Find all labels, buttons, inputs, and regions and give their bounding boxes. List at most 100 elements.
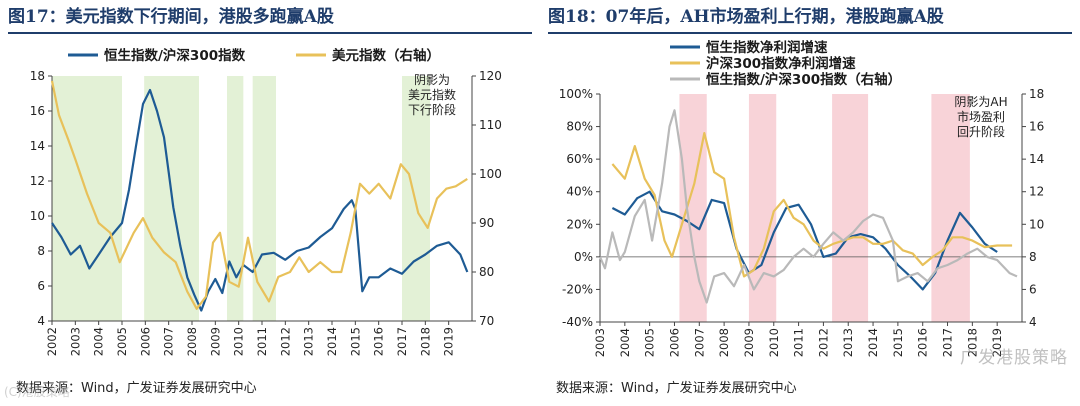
y-tick-label-right: 12: [1029, 185, 1044, 199]
x-tick-label: 2011: [255, 327, 269, 356]
series-line: [51, 88, 469, 312]
y-tick-label-left: 0%: [574, 250, 593, 264]
y-tick-label-left: 80%: [566, 120, 593, 134]
annotation-line: 美元指数: [408, 87, 456, 102]
shaded-period: [748, 94, 777, 322]
x-tick-label: 2019: [990, 328, 1004, 357]
x-tick-label: 2003: [593, 328, 607, 357]
legend-label: 恒生指数/沪深300指数: [104, 47, 246, 64]
annotation-line: 市场盈利: [957, 109, 1005, 124]
y-tick-label-left: 10: [30, 209, 45, 223]
chart-title: 图18：07年后，AH市场盈利上行期，港股跑赢A股: [548, 4, 1072, 34]
x-tick-label: 2008: [717, 328, 731, 357]
x-tick-label: 2004: [618, 328, 632, 357]
legend-label: 恒生指数/沪深300指数（右轴）: [706, 71, 901, 88]
chart-panel-left: 图17：美元指数下行期间，港股多跑赢A股 4 6 8 10 12 14 16 18 70 80 90…: [4, 4, 532, 399]
y-tick-label-left: 18: [30, 69, 45, 83]
x-tick-label: 2004: [92, 327, 106, 356]
y-tick-label-left: 6: [37, 279, 45, 293]
annotation: 阴影为美元指数下行阶段: [408, 73, 456, 117]
series-line: [598, 109, 1018, 304]
annotation: 阴影为AH 市场盈利回升阶段: [954, 95, 1007, 139]
x-tick-label: 2007: [692, 328, 706, 357]
y-tick-label-right: 110: [479, 118, 502, 132]
y-tick-label-left: -20%: [562, 282, 593, 296]
x-tick-label: 2010: [232, 327, 246, 356]
y-tick-label-right: 10: [1029, 217, 1044, 231]
y-tick-label-right: 8: [1029, 250, 1037, 264]
y-tick-label-right: 90: [479, 216, 494, 230]
chart-title: 图17：美元指数下行期间，港股多跑赢A股: [8, 4, 532, 34]
shaded-period: [52, 76, 122, 321]
x-tick-label: 2009: [742, 328, 756, 357]
chart-source: 数据来源：Wind，广发证券发展研究中心: [556, 381, 797, 396]
x-tick-label: 2016: [916, 328, 930, 357]
x-tick-label: 2017: [941, 328, 955, 357]
legend-label: 恒生指数净利润增速: [706, 39, 828, 56]
y-tick-label-left: 20%: [566, 217, 593, 231]
y-tick-label-right: 80: [479, 265, 494, 279]
y-tick-label-left: -40%: [562, 315, 593, 329]
x-tick-label: 2008: [185, 327, 199, 356]
annotation-line: 下行阶段: [408, 102, 456, 117]
y-tick-label-right: 120: [479, 69, 502, 83]
y-tick-label-right: 6: [1029, 282, 1037, 296]
x-tick-label: 2005: [643, 328, 657, 357]
x-tick-label: 2017: [395, 327, 409, 356]
series-line: [611, 132, 1013, 278]
x-tick-label: 2012: [278, 327, 292, 356]
x-tick-label: 2014: [866, 328, 880, 357]
shaded-period: [252, 76, 276, 321]
legend-label: 沪深300指数净利润增速: [706, 55, 856, 72]
chart-source: 数据来源：Wind，广发证券发展研究中心: [16, 381, 257, 396]
x-tick-label: 2018: [418, 327, 432, 356]
legend-label: 美元指数（右轴）: [332, 47, 440, 64]
y-tick-label-left: 60%: [566, 152, 593, 166]
x-tick-label: 2018: [965, 328, 979, 357]
watermark: 广发港股策略: [960, 348, 1068, 368]
y-tick-label-right: 18: [1029, 87, 1044, 101]
x-tick-label: 2015: [891, 328, 905, 357]
shaded-period: [402, 76, 430, 321]
annotation-line: 阴影为: [414, 73, 450, 87]
y-tick-label-left: 4: [37, 314, 45, 328]
x-tick-label: 2011: [792, 328, 806, 357]
x-tick-label: 2009: [208, 327, 222, 356]
x-tick-label: 2015: [348, 327, 362, 356]
x-tick-label: 2002: [45, 327, 59, 356]
y-tick-label-right: 4: [1029, 315, 1037, 329]
shaded-period: [679, 94, 707, 322]
x-tick-label: 2006: [667, 328, 681, 357]
y-tick-label-left: 40%: [566, 185, 593, 199]
watermark: (C)港股策略: [4, 385, 70, 399]
x-tick-label: 2003: [68, 327, 82, 356]
annotation-line: 回升阶段: [957, 124, 1005, 139]
annotation-line: 阴影为AH: [954, 95, 1007, 109]
x-tick-label: 2012: [816, 328, 830, 357]
x-tick-label: 2005: [115, 327, 129, 356]
shaded-period: [227, 76, 244, 321]
x-tick-label: 2019: [442, 327, 456, 356]
y-tick-label-right: 16: [1029, 120, 1044, 134]
y-tick-label-left: 12: [30, 174, 45, 188]
x-tick-label: 2010: [767, 328, 781, 357]
x-tick-label: 2013: [841, 328, 855, 357]
shaded-period: [931, 94, 970, 322]
y-tick-label-left: 8: [37, 244, 45, 258]
x-tick-label: 2007: [162, 327, 176, 356]
x-tick-label: 2014: [325, 327, 339, 356]
chart-svg-left: 4 6 8 10 12 14 16 18 70 80 90 100 110 120 2002 2003 2004…: [30, 47, 502, 356]
y-tick-label-right: 14: [1029, 152, 1044, 166]
x-tick-label: 2013: [302, 327, 316, 356]
series-line: [50, 80, 468, 310]
chart-svg-right: -40% -20% 0% 20% 40% 60% 80% 100% 4 6 8 10 12 14 16 18 2…: [559, 39, 1045, 357]
chart-panel-right: 图18：07年后，AH市场盈利上行期，港股跑赢A股 -40% -20% 0% 20% 4…: [540, 0, 1080, 406]
x-tick-label: 2016: [372, 327, 386, 356]
shaded-period: [832, 94, 869, 322]
y-tick-label-right: 70: [479, 314, 494, 328]
x-tick-label: 2006: [138, 327, 152, 356]
y-tick-label-left: 100%: [559, 87, 593, 101]
y-tick-label-left: 16: [30, 104, 45, 118]
y-tick-label-right: 100: [479, 167, 502, 181]
y-tick-label-left: 14: [30, 139, 45, 153]
